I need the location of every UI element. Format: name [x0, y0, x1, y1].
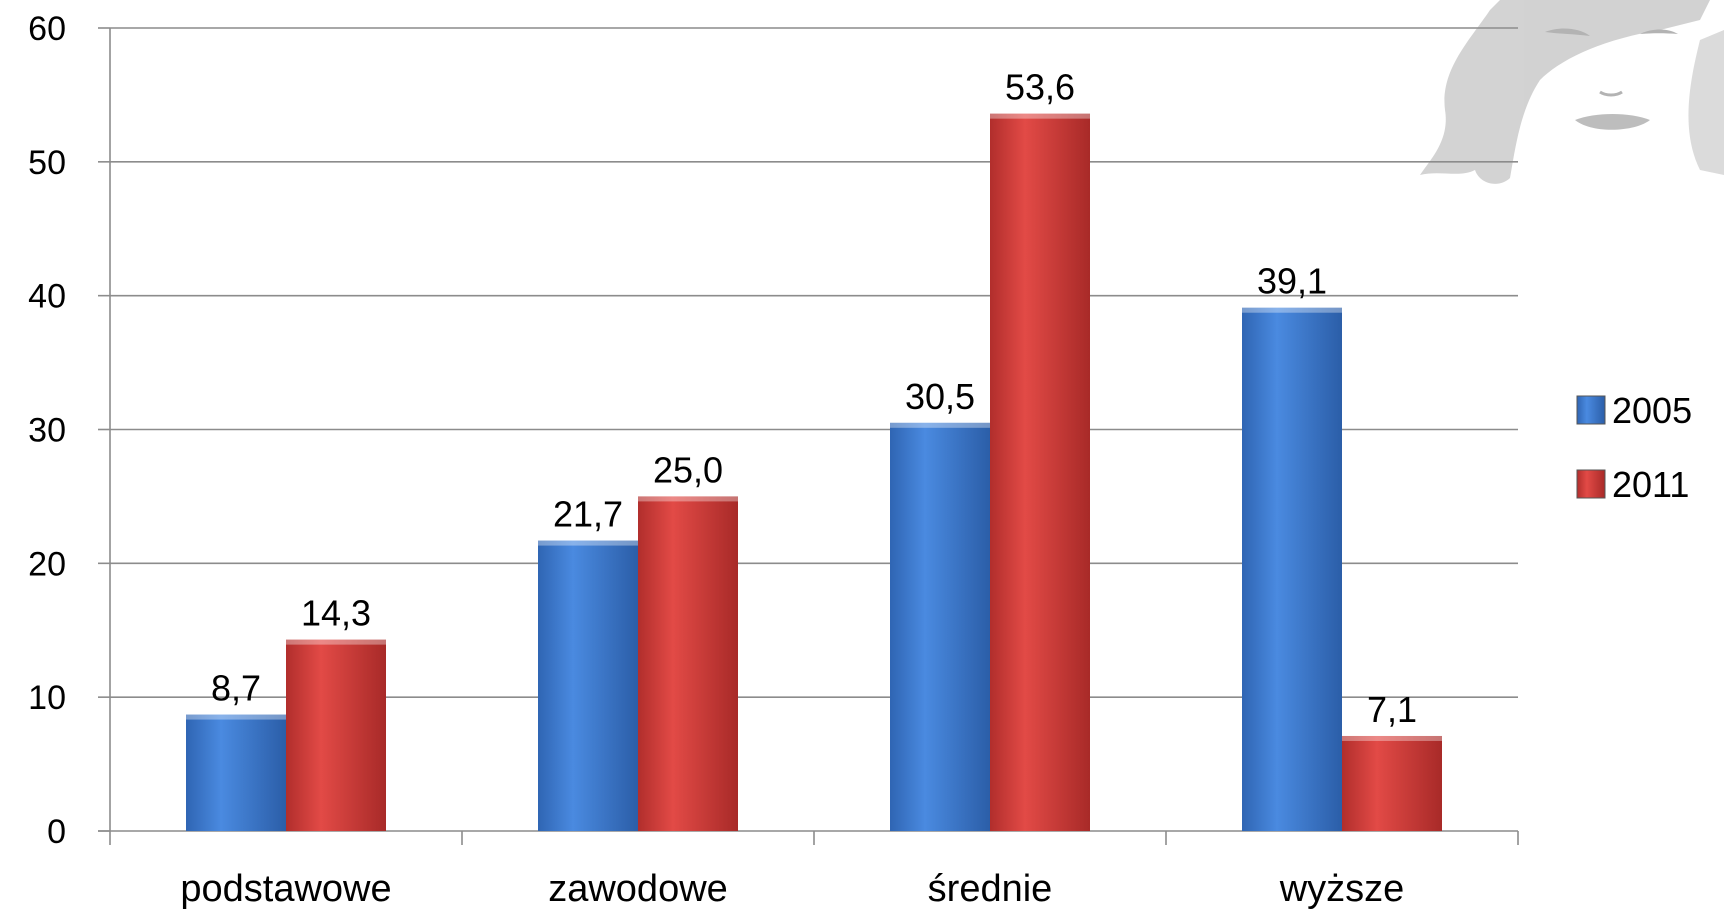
bar-highlight [186, 714, 286, 720]
legend-swatch-2005 [1576, 395, 1606, 425]
x-category-label: podstawowe [180, 868, 391, 910]
x-category-label: zawodowe [548, 868, 728, 910]
bar-highlight [638, 496, 738, 502]
legend: 2005 2011 [1576, 390, 1692, 505]
bar-2005-2 [890, 422, 990, 831]
y-axis-ticks: 0 10 20 30 40 50 60 [28, 10, 66, 851]
legend-swatch-2011 [1576, 469, 1606, 499]
data-label-2011-3: 7,1 [1367, 689, 1417, 730]
legend-label-2011: 2011 [1612, 464, 1689, 505]
bar-2011-2 [990, 113, 1090, 832]
x-axis-categories: podstawowe zawodowe średnie wyższe [180, 868, 1404, 910]
legend-label-2005: 2005 [1612, 390, 1692, 431]
y-tick-label: 50 [28, 144, 66, 182]
bar-2005-0 [186, 714, 286, 831]
bar-2005-3 [1242, 307, 1342, 831]
y-tick-label: 60 [28, 10, 66, 48]
bar-highlight [538, 540, 638, 546]
data-labels: 8,7 14,3 21,7 25,0 30,5 53,6 39,1 7,1 [211, 67, 1417, 730]
data-label-2005-2: 30,5 [905, 376, 975, 417]
bar-2011-0 [286, 639, 386, 831]
data-label-2005-1: 21,7 [553, 494, 623, 535]
data-label-2011-1: 25,0 [653, 449, 723, 490]
bar-2011-1 [638, 496, 738, 831]
bar-highlight [1342, 735, 1442, 741]
bar-highlight [1242, 307, 1342, 313]
bars [186, 113, 1442, 832]
y-tick-label: 10 [28, 679, 66, 717]
face-illustration [1420, 0, 1724, 184]
data-label-2011-2: 53,6 [1005, 67, 1075, 108]
bar-highlight [286, 639, 386, 645]
x-category-label: wyższe [1279, 868, 1405, 910]
y-tick-label: 40 [28, 278, 66, 316]
y-tick-label: 0 [47, 813, 66, 851]
data-label-2011-0: 14,3 [301, 593, 371, 634]
data-label-2005-3: 39,1 [1257, 261, 1327, 302]
y-tick-label: 30 [28, 412, 66, 450]
bar-highlight [890, 422, 990, 428]
bar-2011-3 [1342, 735, 1442, 831]
y-tick-label: 20 [28, 545, 66, 583]
bar-2005-1 [538, 540, 638, 831]
bar-highlight [990, 113, 1090, 119]
data-label-2005-0: 8,7 [211, 668, 261, 709]
x-category-label: średnie [928, 868, 1053, 910]
